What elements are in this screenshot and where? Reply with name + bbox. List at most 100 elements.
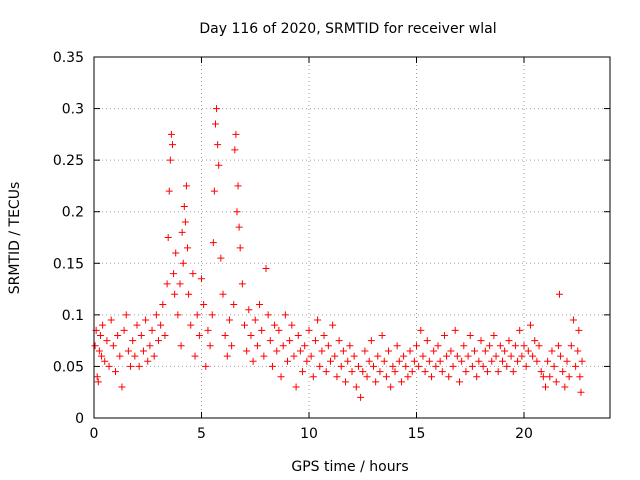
data-point <box>292 383 300 391</box>
data-point <box>314 316 322 324</box>
data-point <box>139 347 147 355</box>
data-point <box>522 362 530 370</box>
data-point <box>415 362 423 370</box>
data-point <box>432 362 440 370</box>
data-point <box>376 368 384 376</box>
data-point <box>348 368 356 376</box>
data-point <box>166 156 174 164</box>
data-point <box>168 141 176 149</box>
data-point <box>511 342 519 350</box>
data-point <box>159 301 167 309</box>
data-point <box>440 331 448 339</box>
data-point <box>447 347 455 355</box>
data-point <box>488 357 496 365</box>
data-point <box>548 347 556 355</box>
data-point <box>311 337 319 345</box>
data-point <box>303 357 311 365</box>
data-point <box>468 362 476 370</box>
data-point <box>333 373 341 381</box>
data-point <box>221 331 229 339</box>
data-point <box>466 331 474 339</box>
data-point <box>230 301 238 309</box>
data-point <box>233 208 241 216</box>
y-tick-labels: 0 0.05 0.1 0.15 0.2 0.25 0.3 0.35 <box>53 50 84 427</box>
data-point <box>191 352 199 360</box>
data-point <box>174 311 182 319</box>
data-point <box>572 362 580 370</box>
data-point <box>477 337 485 345</box>
data-point <box>124 347 132 355</box>
y-tick-label: 0.25 <box>53 153 84 169</box>
data-point <box>307 352 315 360</box>
data-point <box>507 352 515 360</box>
data-point <box>176 280 184 288</box>
data-point <box>238 280 246 288</box>
axis-ticks <box>93 56 610 419</box>
data-point <box>268 362 276 370</box>
data-point <box>94 378 102 386</box>
data-point <box>337 362 345 370</box>
data-point <box>331 352 339 360</box>
data-point <box>449 362 457 370</box>
data-point <box>157 321 165 329</box>
data-point <box>479 362 487 370</box>
data-point <box>286 337 294 345</box>
data-point <box>419 352 427 360</box>
data-point <box>329 321 337 329</box>
data-point <box>387 383 395 391</box>
x-tick-label: 5 <box>197 426 206 442</box>
data-point <box>453 352 461 360</box>
y-tick-label: 0.3 <box>62 102 84 118</box>
data-point <box>496 342 504 350</box>
data-point <box>99 321 107 329</box>
data-point <box>243 347 251 355</box>
data-point <box>350 352 358 360</box>
data-point <box>514 357 522 365</box>
data-point <box>105 362 113 370</box>
data-point <box>178 228 186 236</box>
data-point <box>116 352 124 360</box>
data-point <box>382 373 390 381</box>
data-point <box>163 280 171 288</box>
data-point <box>385 347 393 355</box>
data-point <box>256 301 264 309</box>
data-point <box>209 239 217 247</box>
data-point <box>266 337 274 345</box>
data-point <box>251 316 259 324</box>
data-point <box>322 368 330 376</box>
data-point <box>122 311 130 319</box>
data-point <box>380 357 388 365</box>
data-point <box>370 362 377 370</box>
data-point <box>542 383 549 391</box>
data-point <box>279 342 287 350</box>
data-point <box>361 347 369 355</box>
data-point <box>275 326 283 334</box>
data-point <box>524 347 532 355</box>
data-point <box>198 275 205 283</box>
data-point <box>516 326 524 334</box>
data-point <box>179 259 187 267</box>
data-point <box>234 182 242 190</box>
data-point <box>213 105 221 113</box>
data-point <box>445 373 453 381</box>
data-point <box>185 290 193 298</box>
y-tick-label: 0.1 <box>62 308 84 324</box>
data-point <box>458 357 466 365</box>
data-point <box>210 187 218 195</box>
data-point <box>421 368 429 376</box>
data-point <box>299 368 307 376</box>
data-point <box>260 352 268 360</box>
data-point <box>460 342 468 350</box>
data-point <box>241 321 248 329</box>
plot-frame <box>93 56 611 419</box>
data-point <box>494 368 502 376</box>
data-point <box>118 383 126 391</box>
data-point <box>165 187 173 195</box>
data-point <box>95 347 103 355</box>
data-point <box>167 130 175 138</box>
data-point <box>271 321 279 329</box>
data-point <box>561 383 569 391</box>
data-point <box>531 337 539 345</box>
data-point <box>357 393 365 401</box>
data-point <box>247 331 255 339</box>
